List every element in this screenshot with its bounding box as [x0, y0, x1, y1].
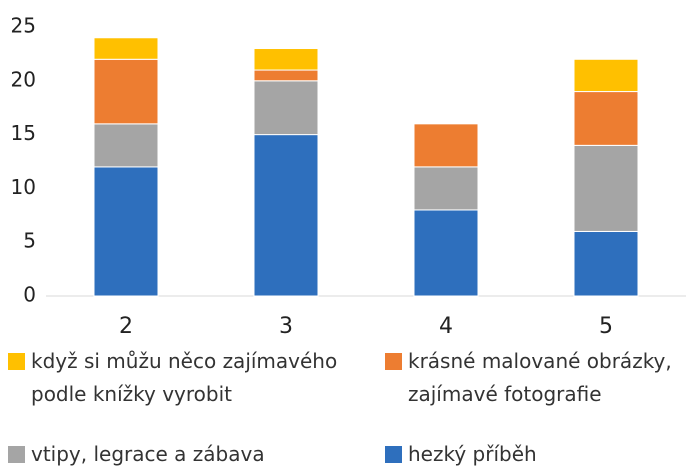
bar-segment [253, 80, 319, 136]
y-tick-label: 15 [11, 121, 36, 145]
legend-label: vtipy, legrace a zábava [31, 442, 265, 466]
bar-segment [93, 58, 159, 125]
y-tick-label: 5 [23, 229, 36, 253]
legend-swatch [385, 353, 402, 370]
x-tick-label: 3 [279, 314, 293, 339]
bar-segment [573, 58, 639, 93]
x-tick-label: 4 [439, 314, 453, 339]
legend-swatch [8, 446, 25, 463]
bar-segment [253, 134, 319, 297]
bar-segment [93, 37, 159, 60]
y-tick-label: 25 [11, 14, 36, 38]
legend-item: vtipy, legrace a zábava [8, 438, 378, 471]
chart: 0 5 10 15 20 25 2 3 4 5 [11, 14, 686, 339]
legend-item: když si můžu něco zajímavého podle knížk… [8, 345, 378, 411]
legend-swatch [8, 353, 25, 370]
y-tick-label: 0 [23, 283, 36, 307]
bar-segment [413, 123, 479, 168]
bar-segment [93, 166, 159, 297]
bar-segment [253, 69, 319, 82]
legend-swatch [385, 446, 402, 463]
y-tick-label: 10 [11, 175, 36, 199]
x-tick-label: 5 [599, 314, 613, 339]
legend-label: když si můžu něco zajímavého podle knížk… [31, 349, 338, 406]
bar-segment [573, 91, 639, 146]
legend-label: krásné malované obrázky, zajímavé fotogr… [408, 349, 672, 406]
bar-segment [253, 48, 319, 71]
bar-segment [413, 166, 479, 211]
bar-segment [573, 144, 639, 232]
bar-segment [93, 123, 159, 168]
y-tick-label: 20 [11, 67, 36, 91]
bar-segment [413, 209, 479, 297]
legend-item: hezký příběh [385, 438, 690, 471]
bar-segment [573, 230, 639, 297]
x-tick-label: 2 [119, 314, 133, 339]
legend-item: krásné malované obrázky, zajímavé fotogr… [385, 345, 690, 411]
legend-label: hezký příběh [408, 442, 537, 466]
